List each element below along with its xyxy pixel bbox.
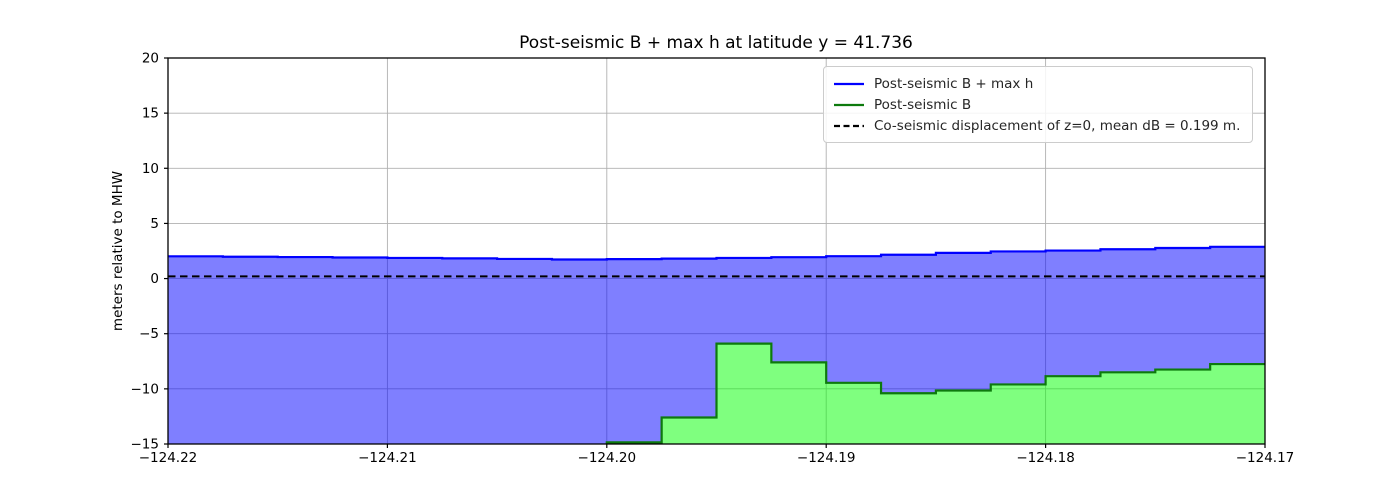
legend-item-post-seismic-b-max-h: Post-seismic B + max h [833, 73, 1242, 94]
x-tick-label: −124.19 [797, 450, 856, 466]
legend-item-co-seismic-displacement: Co-seismic displacement of z=0, mean dB … [833, 115, 1242, 136]
series-blue-line [168, 245, 1265, 261]
y-axis-label: meters relative to MHW [110, 170, 126, 332]
legend-label: Post-seismic B + max h [874, 75, 1034, 92]
legend-item-post-seismic-b: Post-seismic B [833, 94, 1242, 115]
chart-title: Post-seismic B + max h at latitude y = 4… [519, 33, 913, 53]
legend-label: Post-seismic B [874, 96, 972, 113]
y-tick-label: 20 [142, 51, 159, 67]
y-tick-label: 10 [142, 161, 159, 177]
x-tick-label: −124.21 [358, 450, 417, 466]
y-tick-label: 0 [150, 271, 159, 287]
plot-border [167, 57, 1266, 445]
legend-line-sample-blue [834, 82, 864, 85]
legend-line-sample-green [834, 103, 864, 106]
series-green-line [605, 342, 1265, 444]
y-tick-label: 15 [142, 106, 159, 122]
y-tick-label: −15 [131, 437, 160, 453]
legend-label: Co-seismic displacement of z=0, mean dB … [874, 117, 1241, 134]
legend: Post-seismic B + max h Post-seismic B Co… [823, 66, 1253, 143]
y-tick-label: −5 [139, 326, 159, 342]
legend-line-sample-dashed [834, 124, 864, 127]
x-tick-label: −124.18 [1016, 450, 1075, 466]
x-tick-label: −124.22 [139, 450, 198, 466]
x-tick-label: −124.17 [1236, 450, 1295, 466]
y-tick-label: 5 [150, 216, 159, 232]
y-tick-label: −10 [131, 381, 160, 397]
x-tick-label: −124.20 [578, 450, 637, 466]
